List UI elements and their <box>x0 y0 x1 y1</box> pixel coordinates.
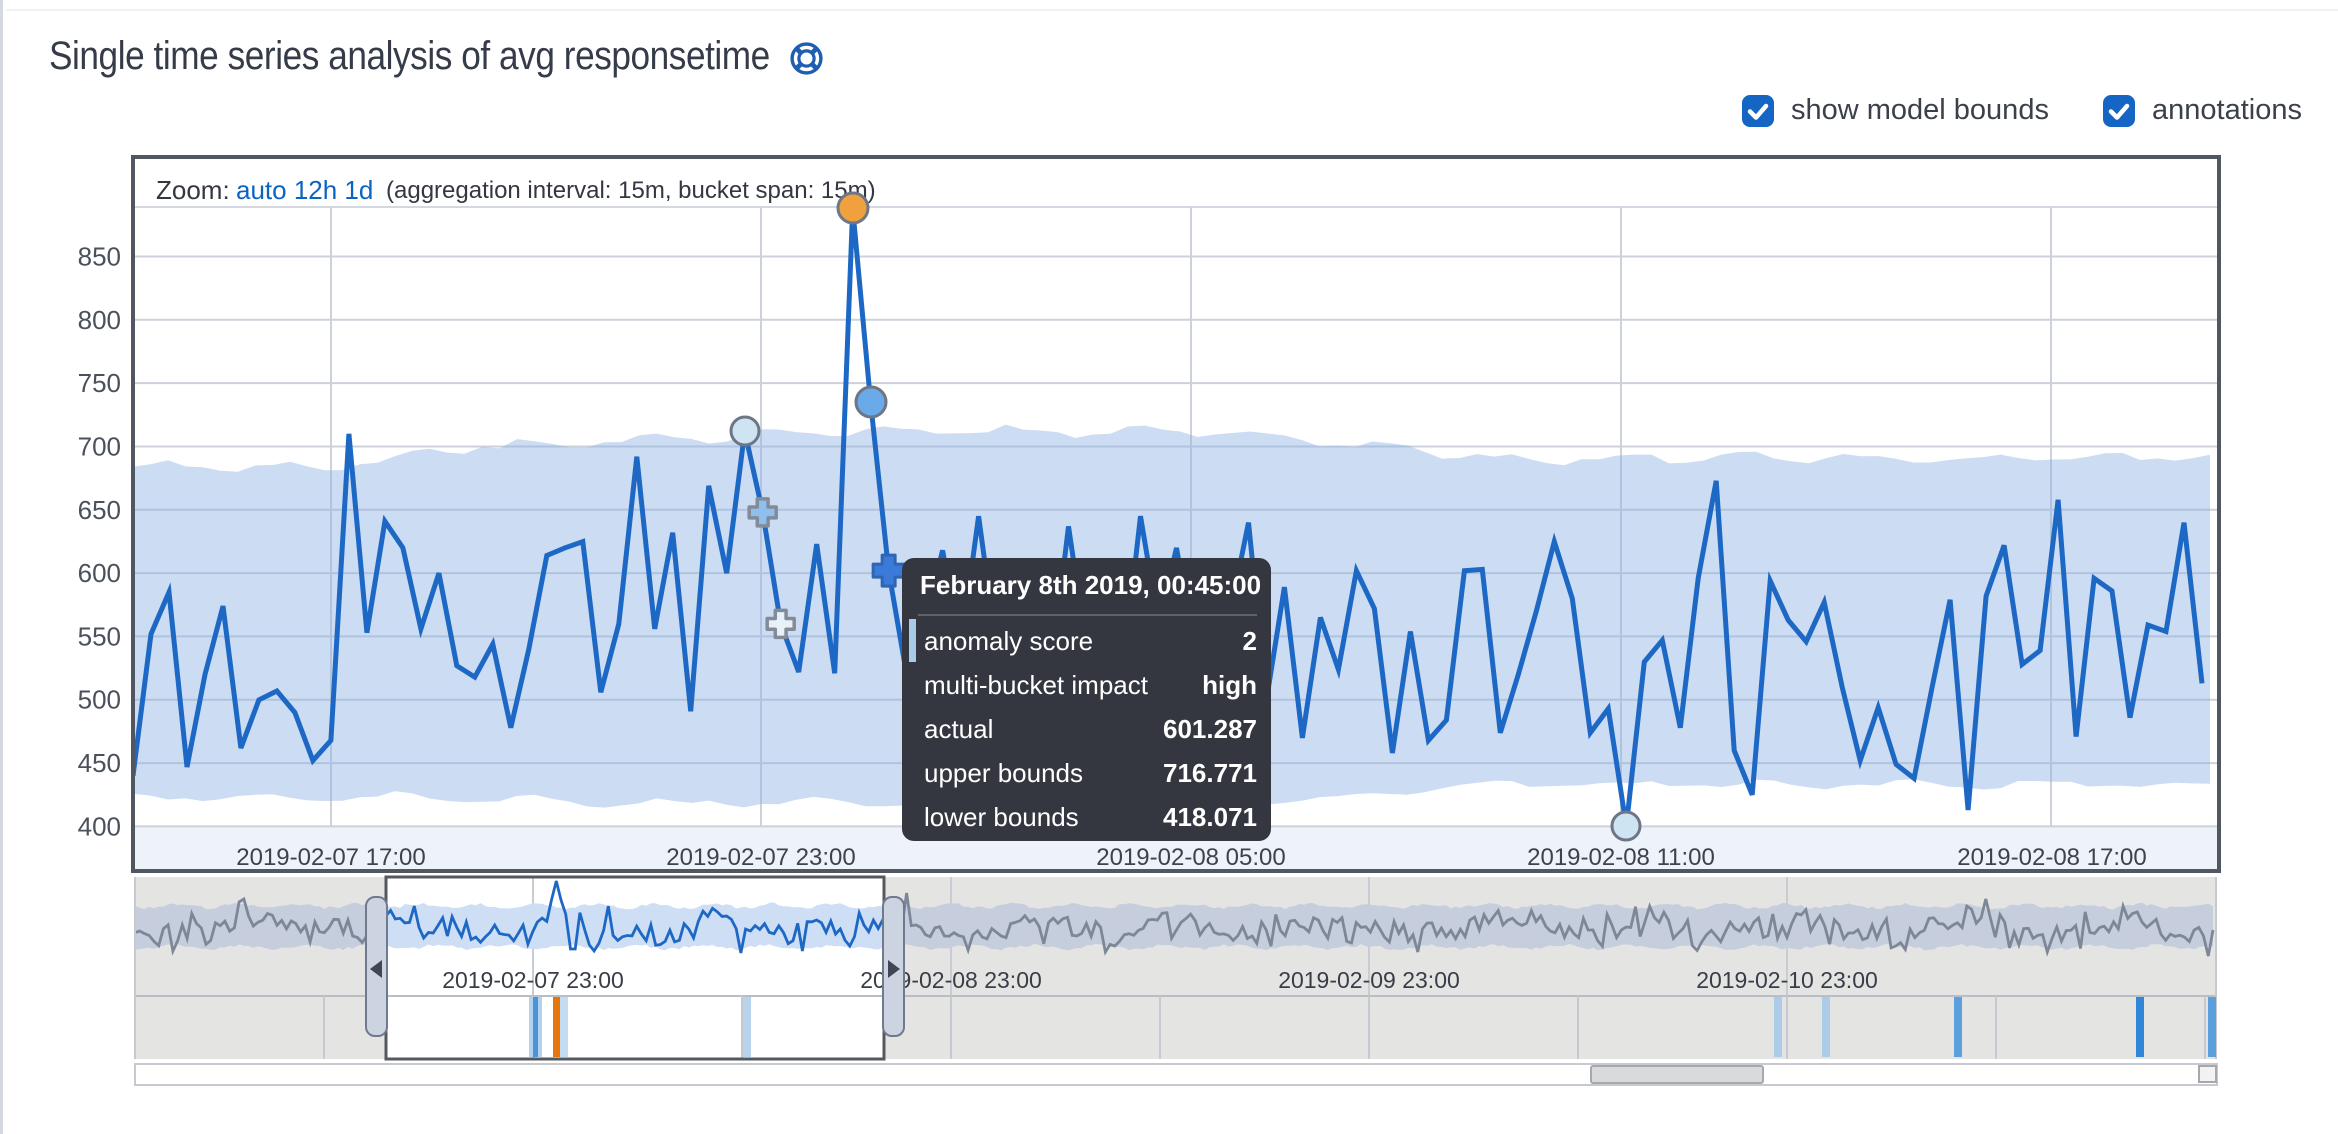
svg-text:2019-02-08 11:00: 2019-02-08 11:00 <box>1527 844 1715 871</box>
svg-text:650: 650 <box>78 495 121 525</box>
svg-text:850: 850 <box>78 242 121 272</box>
svg-text:500: 500 <box>78 685 121 715</box>
svg-text:700: 700 <box>78 432 121 462</box>
svg-text:2019-02-08 05:00: 2019-02-08 05:00 <box>1096 844 1286 871</box>
svg-text:400: 400 <box>78 811 121 841</box>
svg-text:2019-02-10 23:00: 2019-02-10 23:00 <box>1696 967 1878 993</box>
svg-text:450: 450 <box>78 748 121 778</box>
svg-text:2019-02-08 17:00: 2019-02-08 17:00 <box>1957 844 2147 871</box>
svg-text:800: 800 <box>78 305 121 335</box>
svg-text:2019-02-07 23:00: 2019-02-07 23:00 <box>666 844 856 871</box>
svg-text:2019-02-09 23:00: 2019-02-09 23:00 <box>1278 967 1460 993</box>
svg-text:auto 12h 1d: auto 12h 1d <box>236 175 373 205</box>
svg-text:(aggregation interval: 15m, bu: (aggregation interval: 15m, bucket span:… <box>386 177 876 204</box>
svg-text:2019-02-07 23:00: 2019-02-07 23:00 <box>442 967 624 993</box>
svg-text:Zoom:: Zoom: <box>156 175 230 205</box>
svg-text:2019-02-07 17:00: 2019-02-07 17:00 <box>236 844 426 871</box>
svg-text:750: 750 <box>78 368 121 398</box>
svg-text:550: 550 <box>78 621 121 651</box>
svg-text:600: 600 <box>78 558 121 588</box>
